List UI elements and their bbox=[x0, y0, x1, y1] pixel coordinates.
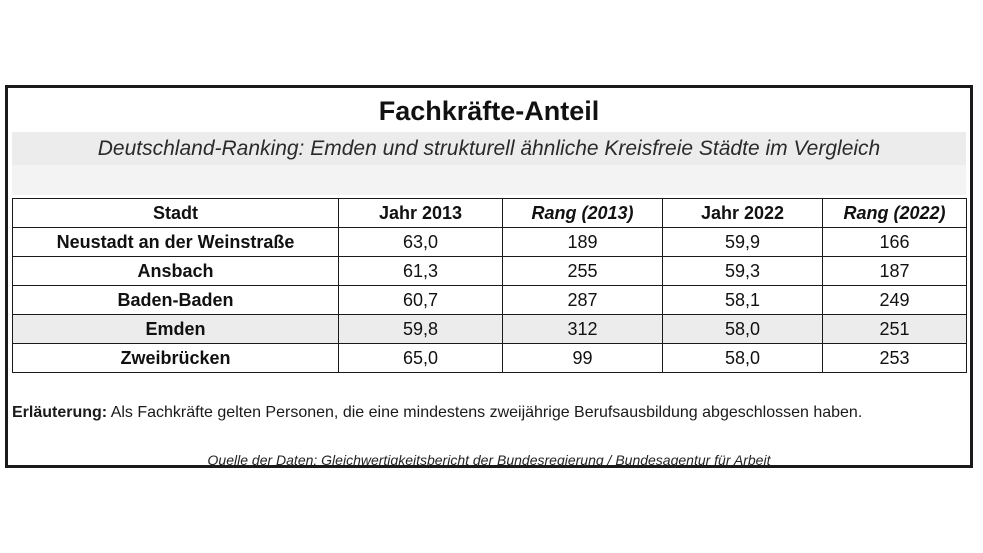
cell-jahr-2022: 59,9 bbox=[662, 227, 823, 257]
cell-stadt: Ansbach bbox=[12, 256, 339, 286]
explanation-text: Als Fachkräfte gelten Personen, die eine… bbox=[107, 404, 863, 421]
cell-rang-2022: 251 bbox=[822, 314, 967, 344]
cell-jahr-2013: 59,8 bbox=[338, 314, 503, 344]
cell-stadt: Emden bbox=[12, 314, 339, 344]
spacer-band bbox=[12, 165, 966, 195]
table-row: Ansbach 61,3 255 59,3 187 bbox=[12, 256, 967, 286]
cell-jahr-2013: 63,0 bbox=[338, 227, 503, 257]
cell-jahr-2013: 61,3 bbox=[338, 256, 503, 286]
cell-rang-2022: 253 bbox=[822, 343, 967, 373]
header-jahr-2022: Jahr 2022 bbox=[662, 198, 823, 228]
cell-jahr-2013: 60,7 bbox=[338, 285, 503, 315]
data-source: Quelle der Daten: Gleichwertigkeitsberic… bbox=[207, 452, 771, 468]
cell-stadt: Baden-Baden bbox=[12, 285, 339, 315]
cell-jahr-2022: 58,0 bbox=[662, 314, 823, 344]
header-stadt: Stadt bbox=[12, 198, 339, 228]
header-rang-2013: Rang (2013) bbox=[502, 198, 663, 228]
cell-jahr-2022: 59,3 bbox=[662, 256, 823, 286]
cell-rang-2013: 255 bbox=[502, 256, 663, 286]
cell-rang-2013: 287 bbox=[502, 285, 663, 315]
cell-rang-2022: 249 bbox=[822, 285, 967, 315]
table-header-row: Stadt Jahr 2013 Rang (2013) Jahr 2022 Ra… bbox=[12, 198, 967, 228]
cell-jahr-2022: 58,1 bbox=[662, 285, 823, 315]
subtitle-band: Deutschland-Ranking: Emden und strukture… bbox=[12, 132, 966, 165]
table-row: Zweibrücken 65,0 99 58,0 253 bbox=[12, 343, 967, 373]
cell-rang-2013: 312 bbox=[502, 314, 663, 344]
table-row: Neustadt an der Weinstraße 63,0 189 59,9… bbox=[12, 227, 967, 257]
page-subtitle: Deutschland-Ranking: Emden und strukture… bbox=[97, 137, 881, 160]
table-row-highlighted: Emden 59,8 312 58,0 251 bbox=[12, 314, 967, 344]
cell-rang-2022: 166 bbox=[822, 227, 967, 257]
header-jahr-2013: Jahr 2013 bbox=[338, 198, 503, 228]
header-rang-2022: Rang (2022) bbox=[822, 198, 967, 228]
ranking-table: Stadt Jahr 2013 Rang (2013) Jahr 2022 Ra… bbox=[12, 198, 967, 373]
cell-stadt: Neustadt an der Weinstraße bbox=[12, 227, 339, 257]
page-title: Fachkräfte-Anteil bbox=[378, 96, 600, 126]
explanation-label: Erläuterung: bbox=[12, 404, 108, 421]
cell-jahr-2022: 58,0 bbox=[662, 343, 823, 373]
cell-rang-2022: 187 bbox=[822, 256, 967, 286]
cell-jahr-2013: 65,0 bbox=[338, 343, 503, 373]
table-row: Baden-Baden 60,7 287 58,1 249 bbox=[12, 285, 967, 315]
cell-rang-2013: 99 bbox=[502, 343, 663, 373]
explanation-note: Erläuterung: Als Fachkräfte gelten Perso… bbox=[12, 404, 966, 422]
cell-rang-2013: 189 bbox=[502, 227, 663, 257]
cell-stadt: Zweibrücken bbox=[12, 343, 339, 373]
table-frame: Fachkräfte-Anteil Deutschland-Ranking: E… bbox=[5, 85, 973, 468]
